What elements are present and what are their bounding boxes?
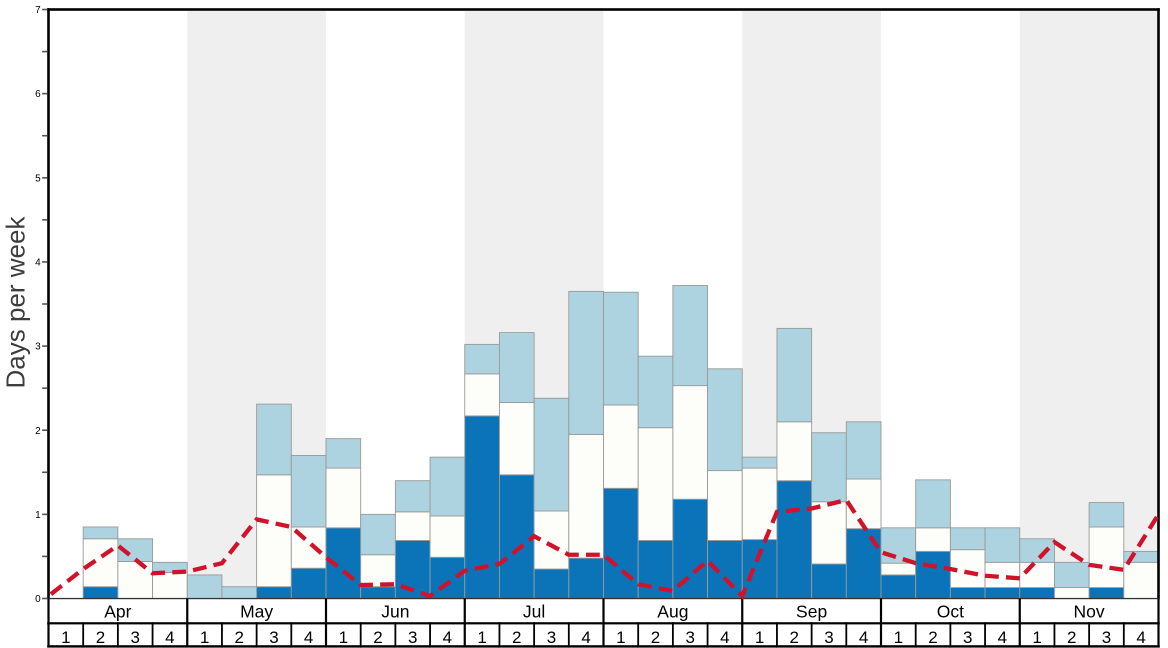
svg-text:2: 2 bbox=[235, 628, 244, 647]
svg-text:4: 4 bbox=[581, 628, 590, 647]
svg-text:4: 4 bbox=[304, 628, 313, 647]
svg-text:3: 3 bbox=[685, 628, 694, 647]
svg-text:6: 6 bbox=[35, 89, 41, 100]
svg-text:4: 4 bbox=[720, 628, 729, 647]
svg-text:Nov: Nov bbox=[1074, 602, 1105, 622]
svg-text:1: 1 bbox=[616, 628, 625, 647]
svg-text:1: 1 bbox=[894, 628, 903, 647]
svg-text:1: 1 bbox=[755, 628, 764, 647]
svg-text:7: 7 bbox=[35, 5, 41, 16]
svg-text:May: May bbox=[240, 602, 273, 622]
svg-text:4: 4 bbox=[35, 258, 41, 269]
svg-text:2: 2 bbox=[512, 628, 521, 647]
svg-text:Days per week: Days per week bbox=[1, 216, 31, 389]
svg-text:Jul: Jul bbox=[523, 602, 545, 622]
svg-text:3: 3 bbox=[1102, 628, 1111, 647]
svg-text:Jun: Jun bbox=[381, 602, 409, 622]
svg-text:2: 2 bbox=[651, 628, 660, 647]
svg-text:Aug: Aug bbox=[657, 602, 688, 622]
svg-text:3: 3 bbox=[824, 628, 833, 647]
svg-text:4: 4 bbox=[859, 628, 868, 647]
svg-text:Sep: Sep bbox=[796, 602, 827, 622]
svg-text:1: 1 bbox=[200, 628, 209, 647]
svg-text:2: 2 bbox=[790, 628, 799, 647]
svg-text:5: 5 bbox=[35, 173, 41, 184]
svg-text:3: 3 bbox=[963, 628, 972, 647]
svg-text:Oct: Oct bbox=[937, 602, 964, 622]
svg-text:4: 4 bbox=[443, 628, 452, 647]
svg-text:2: 2 bbox=[96, 628, 105, 647]
svg-text:2: 2 bbox=[35, 426, 41, 437]
svg-text:3: 3 bbox=[408, 628, 417, 647]
svg-text:Apr: Apr bbox=[104, 602, 131, 622]
svg-text:4: 4 bbox=[998, 628, 1007, 647]
svg-text:1: 1 bbox=[35, 510, 41, 521]
svg-text:1: 1 bbox=[477, 628, 486, 647]
svg-text:1: 1 bbox=[1032, 628, 1041, 647]
svg-text:0: 0 bbox=[35, 594, 41, 605]
svg-text:3: 3 bbox=[547, 628, 556, 647]
svg-text:4: 4 bbox=[165, 628, 174, 647]
svg-text:1: 1 bbox=[61, 628, 70, 647]
svg-text:4: 4 bbox=[1136, 628, 1145, 647]
svg-text:2: 2 bbox=[928, 628, 937, 647]
svg-text:2: 2 bbox=[373, 628, 382, 647]
svg-text:3: 3 bbox=[130, 628, 139, 647]
svg-text:3: 3 bbox=[35, 342, 41, 353]
svg-text:2: 2 bbox=[1067, 628, 1076, 647]
svg-text:1: 1 bbox=[339, 628, 348, 647]
svg-text:3: 3 bbox=[269, 628, 278, 647]
